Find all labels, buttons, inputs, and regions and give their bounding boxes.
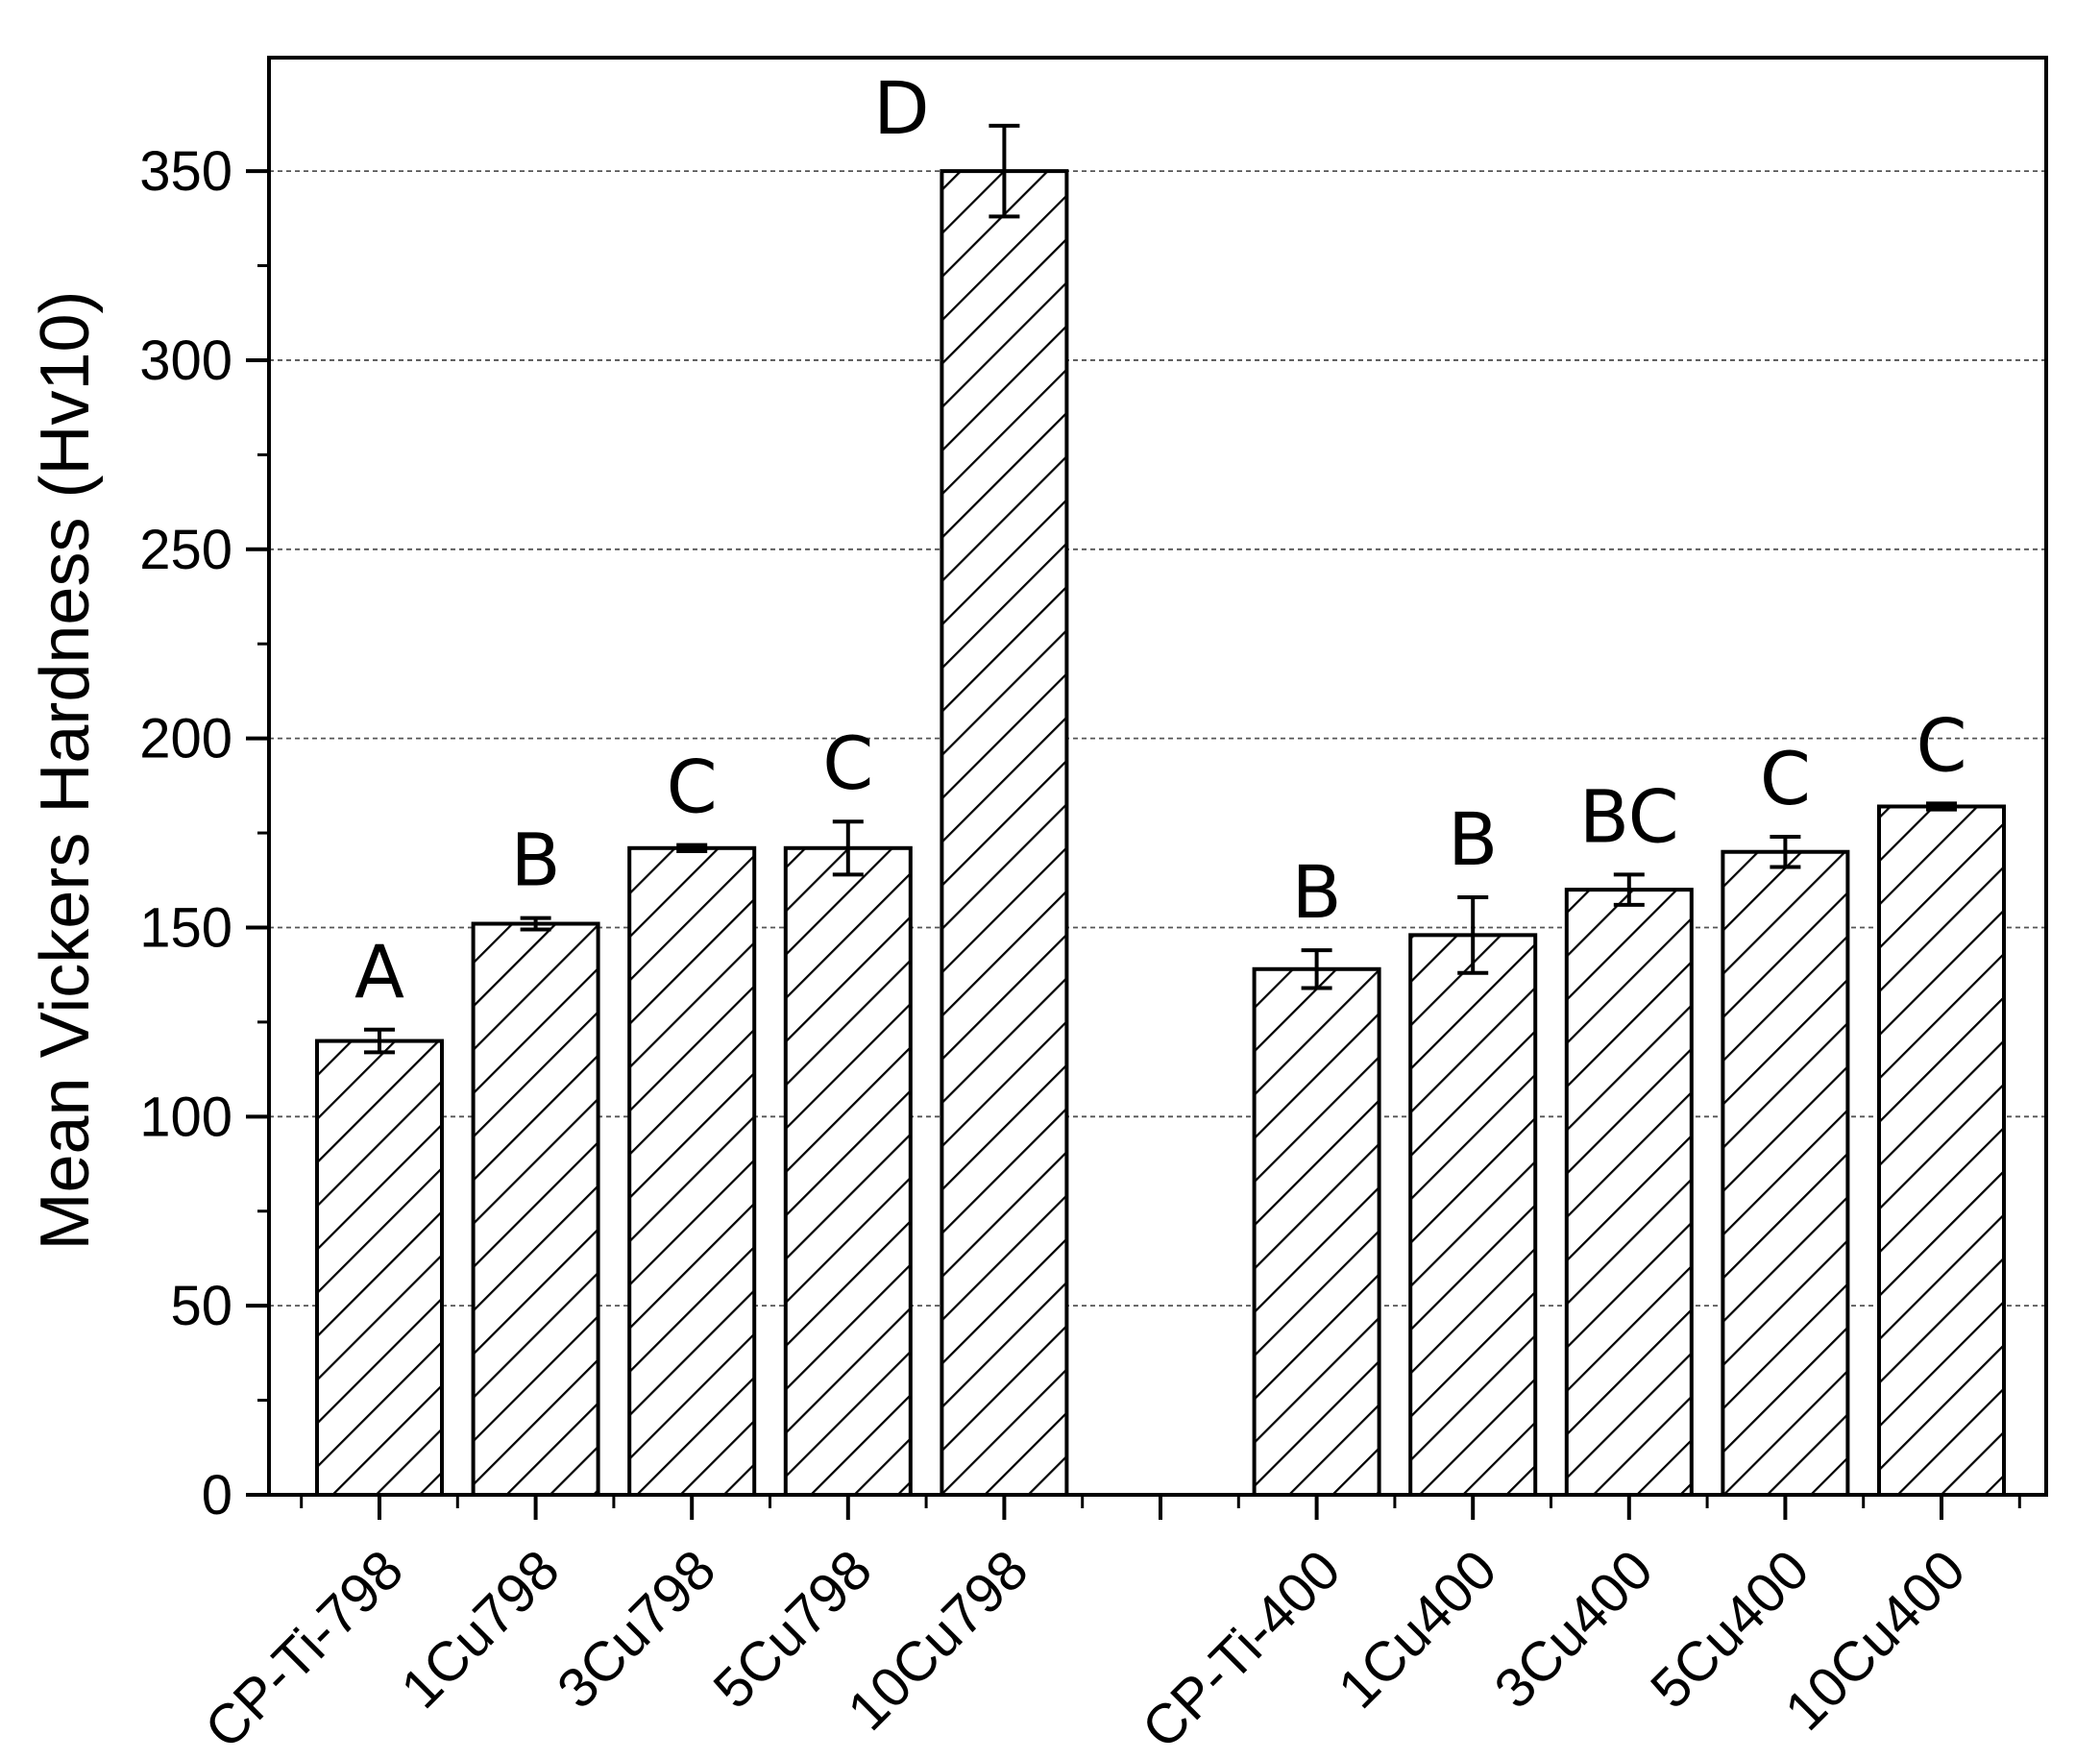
y-tick-label: 0 bbox=[202, 1464, 232, 1527]
y-tick-label: 150 bbox=[139, 896, 232, 959]
bar bbox=[1408, 933, 1538, 1497]
x-tick-label: CP-Ti-798 bbox=[193, 1538, 415, 1759]
significance-letter: C bbox=[822, 721, 873, 806]
x-tick-label: 3Cu400 bbox=[1482, 1538, 1665, 1721]
error-bars bbox=[364, 123, 1957, 1055]
error-bar bbox=[1457, 894, 1489, 975]
bar bbox=[471, 921, 600, 1497]
bar bbox=[627, 845, 757, 1497]
bar bbox=[1721, 849, 1850, 1497]
error-bar bbox=[989, 123, 1020, 219]
bar bbox=[1564, 888, 1694, 1497]
x-tick-label: 1Cu798 bbox=[389, 1538, 572, 1721]
error-bar bbox=[1301, 948, 1332, 990]
y-tick-label: 200 bbox=[139, 708, 232, 770]
bar bbox=[1877, 804, 2006, 1497]
significance-letter: B bbox=[1292, 849, 1342, 935]
x-tick-label: 1Cu400 bbox=[1327, 1538, 1509, 1721]
x-tick-label: CP-Ti-400 bbox=[1130, 1538, 1352, 1759]
significance-letter: BC bbox=[1579, 773, 1679, 859]
y-tick-labels: 0 50 100 150 200 250 300 350 bbox=[139, 140, 232, 1527]
x-tick-label: 3Cu798 bbox=[546, 1538, 728, 1721]
significance-letter: A bbox=[354, 929, 404, 1014]
axis-ticks bbox=[246, 169, 2021, 1520]
y-tick-label: 50 bbox=[170, 1275, 232, 1337]
error-bar bbox=[676, 843, 708, 853]
y-axis-title: Mean Vickers Hardness (Hv10) bbox=[27, 290, 104, 1250]
significance-letter: D bbox=[873, 65, 930, 151]
bar bbox=[315, 1038, 444, 1498]
y-tick-label: 100 bbox=[139, 1086, 232, 1148]
error-bar bbox=[520, 916, 551, 932]
error-bar bbox=[364, 1027, 395, 1055]
bar bbox=[940, 169, 1069, 1498]
error-bar bbox=[832, 819, 864, 877]
bar bbox=[1252, 966, 1381, 1497]
significance-letter: B bbox=[511, 818, 561, 903]
bar bbox=[783, 845, 913, 1497]
significance-letter: B bbox=[1448, 796, 1498, 882]
error-bar bbox=[1770, 834, 1801, 869]
significance-letter: C bbox=[667, 745, 718, 830]
plot-frame bbox=[267, 56, 2048, 1497]
error-bar bbox=[1926, 801, 1957, 812]
significance-letter: C bbox=[1916, 702, 1966, 788]
y-tick-label: 250 bbox=[139, 519, 232, 581]
y-tick-label: 350 bbox=[139, 140, 232, 203]
bars bbox=[315, 169, 2006, 1498]
significance-letter: C bbox=[1760, 736, 1811, 821]
y-tick-label: 300 bbox=[139, 330, 232, 392]
error-bar bbox=[1613, 872, 1645, 907]
